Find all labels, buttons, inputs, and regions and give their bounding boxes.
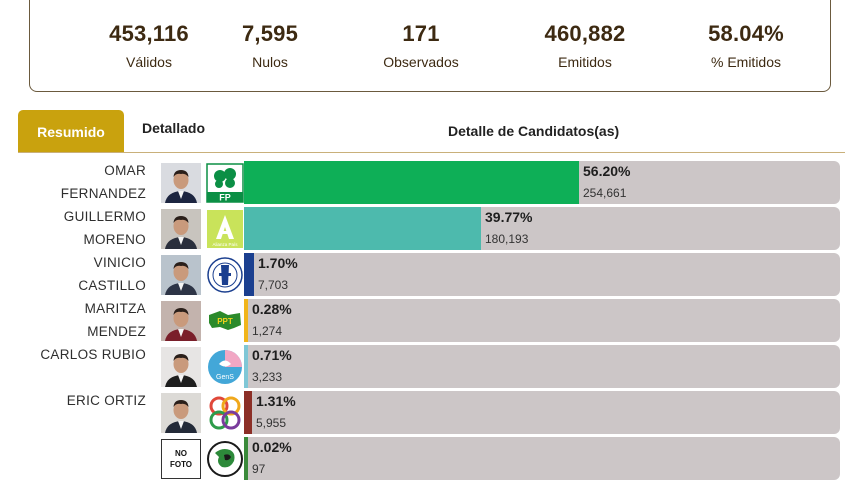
vote-percent: 56.20% [583, 163, 631, 179]
candidate-name: GUILLERMO MORENO [20, 205, 146, 251]
stat-nulos: 7,595 Nulos [200, 0, 340, 70]
svg-text:PPT: PPT [217, 317, 233, 326]
vote-percent: 0.71% [252, 347, 292, 363]
summary-panel: 453,116 Válidos 7,595 Nulos 171 Observad… [29, 0, 831, 92]
stat-pct-emitidos: 58.04% % Emitidos [676, 0, 816, 70]
tab-resumido[interactable]: Resumido [18, 110, 124, 153]
candidate-photo [161, 347, 201, 387]
candidate-name: ERIC ORTIZ [20, 389, 146, 412]
vote-percent: 1.31% [256, 393, 296, 409]
vote-percent: 0.28% [252, 301, 292, 317]
candidate-row: OMAR FERNANDEZ FP 56.20% 254,661 [0, 160, 845, 206]
vote-count: 3,233 [252, 370, 283, 384]
candidate-photo [161, 209, 201, 249]
party-logo-icon [206, 255, 244, 295]
party-logo-icon: FP [206, 163, 244, 203]
candidate-name: VINICIO CASTILLO [20, 251, 146, 297]
candidate-name-line1: VINICIO [93, 255, 146, 270]
vote-percent: 1.70% [258, 255, 298, 271]
candidate-name: CARLOS RUBIO [20, 343, 146, 366]
vote-bar-track [244, 391, 840, 434]
candidate-row: VINICIO CASTILLO 1.70% 7,703 [0, 252, 845, 298]
vote-count: 254,661 [583, 186, 627, 200]
stat-label: Emitidos [558, 54, 612, 70]
party-logo-icon [206, 393, 244, 433]
vote-bar-track [244, 253, 840, 296]
stat-value: 171 [402, 21, 440, 46]
stat-value: 58.04% [708, 21, 784, 46]
candidate-photo [161, 301, 201, 341]
candidate-name-line2: MORENO [83, 232, 146, 247]
candidate-photo [161, 393, 201, 433]
candidate-row: ERIC ORTIZ 1.31% 5,955 [0, 390, 845, 436]
tab-detallado[interactable]: Detallado [142, 120, 206, 136]
vote-bar-fill [244, 207, 481, 250]
vote-bar-fill [244, 391, 252, 434]
vote-bar-fill [244, 345, 248, 388]
svg-text:GenS: GenS [216, 374, 234, 381]
party-logo-icon: Alianza País [206, 209, 244, 249]
vote-bar-fill [244, 161, 579, 204]
candidate-name-line2: MENDEZ [87, 324, 146, 339]
candidate-name-line2: CASTILLO [78, 278, 146, 293]
party-logo-icon: PPT [206, 301, 244, 341]
vote-count: 180,193 [485, 232, 529, 246]
vote-percent: 39.77% [485, 209, 533, 225]
vote-percent: 0.02% [252, 439, 292, 455]
candidate-name-line1: OMAR [104, 163, 146, 178]
stat-emitidos: 460,882 Emitidos [515, 0, 655, 70]
vote-bar-fill [244, 253, 254, 296]
candidate-row: GUILLERMO MORENO Alianza País 39.77% 180,193 [0, 206, 845, 252]
no-photo-label: NO FOTO [169, 449, 193, 469]
stat-observados: 171 Observados [351, 0, 491, 70]
tabs-bar: Resumido Detallado Detalle de Candidatos… [18, 110, 845, 154]
stat-label: Válidos [126, 54, 172, 70]
party-logo-icon [206, 439, 244, 479]
candidate-name-line1: ERIC ORTIZ [66, 393, 146, 408]
candidate-row: NO FOTO 0.02% 97 [0, 436, 845, 482]
vote-bar-fill [244, 299, 248, 342]
candidate-photo [161, 163, 201, 203]
vote-bar-fill [244, 437, 248, 480]
candidate-photo [161, 255, 201, 295]
stat-label: % Emitidos [710, 54, 782, 70]
no-photo-placeholder: NO FOTO [161, 439, 201, 479]
candidate-name: OMAR FERNANDEZ [20, 159, 146, 205]
vote-count: 97 [252, 462, 266, 476]
stat-label: Nulos [252, 54, 288, 70]
candidate-row: CARLOS RUBIO GenS 0.71% 3,233 [0, 344, 845, 390]
svg-text:FP: FP [219, 193, 231, 203]
stat-value: 460,882 [544, 21, 626, 46]
candidate-name: MARITZA MENDEZ [20, 297, 146, 343]
stat-label: Observados [383, 54, 459, 70]
candidate-name-line2: FERNANDEZ [60, 186, 146, 201]
vote-count: 5,955 [256, 416, 287, 430]
candidate-name-line1: CARLOS RUBIO [40, 347, 146, 362]
vote-count: 1,274 [252, 324, 283, 338]
stat-validos: 453,116 Válidos [79, 0, 219, 70]
vote-count: 7,703 [258, 278, 289, 292]
candidate-name-line1: GUILLERMO [63, 209, 146, 224]
svg-text:Alianza País: Alianza País [212, 242, 238, 247]
tabs-divider [18, 152, 845, 153]
vote-bar-track [244, 345, 840, 388]
candidate-name-line1: MARITZA [84, 301, 146, 316]
vote-bar-track [244, 299, 840, 342]
stat-value: 7,595 [241, 21, 299, 46]
candidates-title: Detalle de Candidatos(as) [448, 123, 620, 139]
stat-value: 453,116 [109, 21, 189, 46]
vote-bar-track [244, 437, 840, 480]
candidate-row: MARITZA MENDEZ PPT 0.28% 1,274 [0, 298, 845, 344]
party-logo-icon: GenS [206, 347, 244, 387]
